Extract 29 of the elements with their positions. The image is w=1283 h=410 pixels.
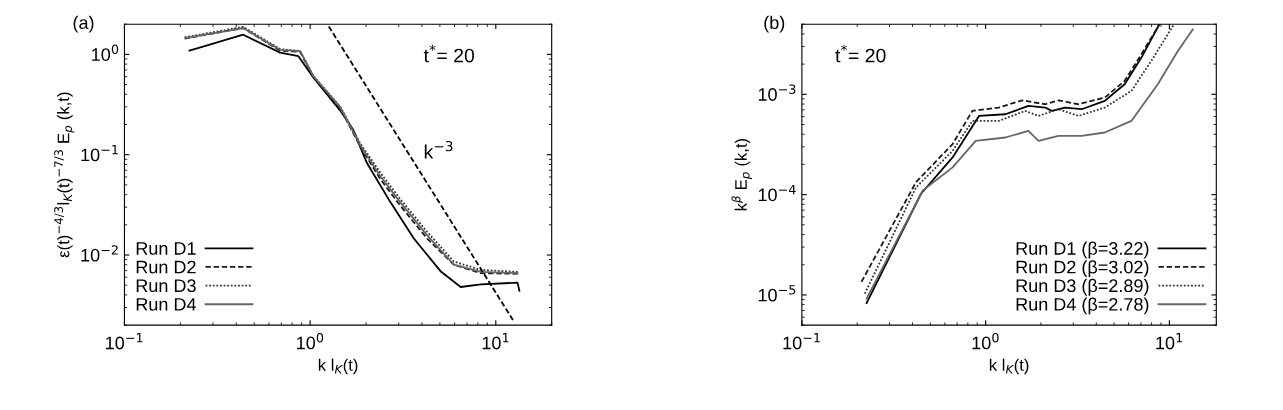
y-tick-label: 10$^{−2}$	[81, 245, 118, 262]
x-axis-title: k l$_{K}$(t)	[318, 358, 358, 375]
y-tick-label: 10$^{−5}$	[758, 285, 796, 302]
y-tick-label: 10$^{−1}$	[81, 144, 118, 162]
x-tick-label: 10$^{−1}$	[783, 333, 820, 350]
chart-title: (a)	[73, 15, 94, 33]
annotation: t$^{*}$= 20	[423, 44, 475, 63]
x-tick-label: 10$^{1}$	[1156, 333, 1183, 350]
legend-label: Run D1 (β=3.22)	[1016, 241, 1149, 259]
y-tick-label: 10$^{−4}$	[758, 184, 796, 202]
annotation: k$^{−3}$	[424, 140, 453, 159]
legend-label: Run D2	[136, 260, 196, 274]
text: ε(t)$^{−4/3}$l$_{K}$(t)$^{−7/3}$ E$_{p}$ (k,t)	[54, 92, 75, 258]
x-tick-label: 10$^{0}$	[297, 332, 324, 350]
legend-label: Run D2 (β=3.02)	[1016, 260, 1149, 278]
y-axis-title: k$^{β}$ E$_{p}$ (k,t)	[731, 138, 752, 211]
legend-label: Run D1	[136, 242, 196, 255]
y-tick-label: 10$^{0}$	[92, 44, 119, 61]
y-tick-label: 10$^{−3}$	[758, 84, 796, 101]
x-tick-label: 10$^{0}$	[972, 332, 999, 350]
legend-label: Run D4 (β=2.78)	[1016, 297, 1149, 315]
x-axis-title: k l$_{K}$(t)	[989, 358, 1029, 375]
chart-title: (b)	[764, 15, 785, 33]
annotation: t$^{*}$= 20	[835, 44, 886, 63]
x-tick-label: 10$^{1}$	[482, 333, 509, 350]
x-tick-label: 10$^{−1}$	[106, 333, 143, 350]
legend-label: Run D4	[136, 298, 196, 311]
legend-label: Run D3 (β=2.89)	[1016, 278, 1149, 296]
legend-label: Run D3	[136, 279, 196, 293]
